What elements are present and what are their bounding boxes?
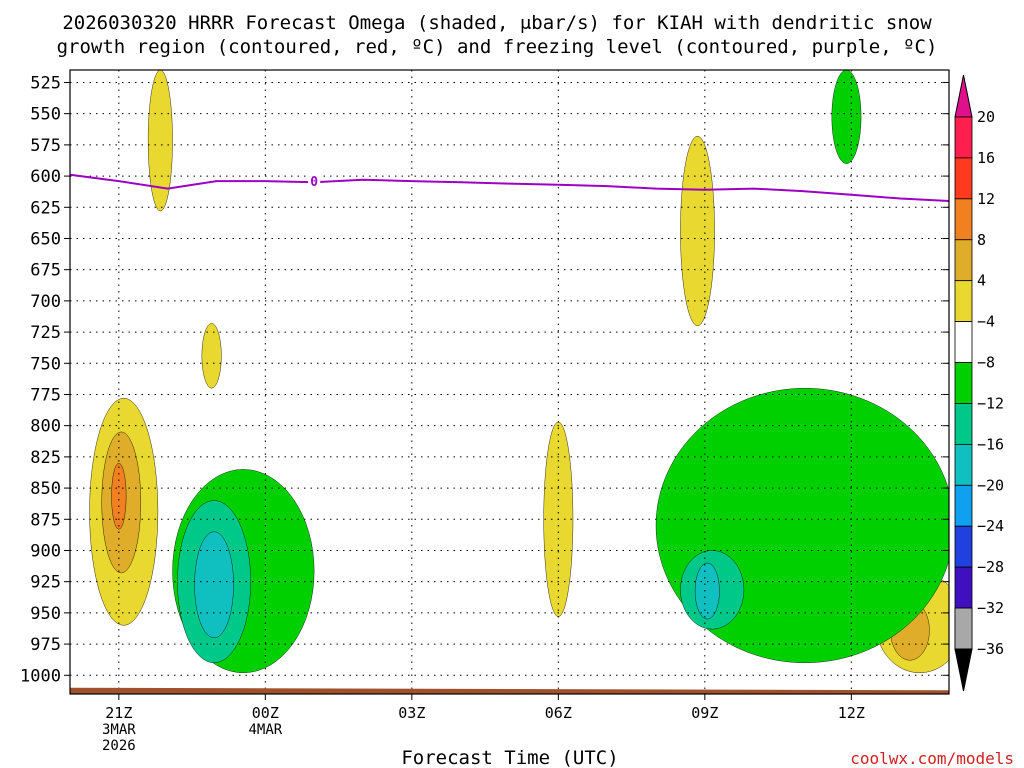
omega-region-15 [694,562,720,620]
y-tick-label: 825 [30,448,61,468]
y-tick-label: 575 [30,136,61,156]
omega-region-1 [147,70,173,212]
colorbar-label: −24 [977,517,1004,535]
colorbar-label: −20 [977,476,1004,494]
x-tick-label: 2026 [102,738,136,754]
colorbar-label: −36 [977,640,1004,658]
colorbar-band-grey [954,607,973,650]
omega-region-16 [831,70,862,164]
colorbar-label: 4 [977,272,986,290]
colorbar-band [954,198,973,241]
x-axis-label: Forecast Time (UTC) [401,747,618,768]
x-tick-label: 21Z [105,704,132,722]
colorbar-label: 8 [977,231,986,249]
colorbar-band [954,525,973,568]
ground-layer [70,687,949,694]
x-tick-label: 09Z [691,704,718,722]
freezing-level-label-bg [308,173,321,190]
plot-area: 0 [69,69,950,695]
x-tick-label: 03Z [398,704,425,722]
y-tick-label: 975 [30,635,61,655]
x-tick-label: 12Z [838,704,865,722]
y-tick-label: 650 [30,229,61,249]
omega-region-5 [111,462,127,530]
y-tick-label: 875 [30,510,61,530]
y-tick-label: 700 [30,292,61,312]
y-tick-label: 950 [30,604,61,624]
x-tick-label: 4MAR [248,722,282,738]
y-tick-label: 850 [30,479,61,499]
y-tick-label: 775 [30,385,61,405]
colorbar-bottom-arrow [954,648,973,692]
y-tick-label: 600 [30,167,61,187]
colorbar-band [954,280,973,323]
colorbar-band [954,566,973,609]
colorbar-band [954,157,973,200]
y-tick-label: 625 [30,198,61,218]
y-tick-label: 750 [30,354,61,374]
colorbar-band [954,362,973,404]
x-tick-label: 3MAR [102,722,136,738]
colorbar-legend: 20 16 12 8 4 −4 −8 −12 −16 −20 −24 −28 −32 −36 [954,74,1004,692]
colorbar-band [954,116,973,159]
freezing-level-contour: 0 [69,173,950,202]
y-tick-label: 525 [30,73,61,93]
colorbar-band [954,403,973,445]
y-tick-label: 1000 [20,666,61,686]
x-tick-label: 00Z [252,704,279,722]
x-tick-label: 06Z [545,704,572,722]
colorbar-label: −4 [977,313,995,331]
ground-fill [70,687,949,694]
chart-title-line-1: 2026030320 HRRR Forecast Omega (shaded, … [62,12,932,34]
y-tick-label: 550 [30,105,61,125]
colorbar-label: −16 [977,435,1004,453]
chart-title-line-2: growth region (contoured, red, ºC) and f… [57,36,938,58]
y-tick-label: 800 [30,417,61,437]
y-axis-ticks: 525 550 575 600 625 650 675 700 725 750 775 800 825 8… [20,73,949,686]
y-tick-label: 675 [30,261,61,281]
freezing-level-line [69,173,950,202]
colorbar-label: 20 [977,108,995,126]
omega-shaded-regions [89,70,949,673]
y-tick-label: 925 [30,573,61,593]
colorbar-label: −28 [977,558,1004,576]
omega-region-12 [194,531,234,639]
colorbar-label: 16 [977,149,995,167]
credit-text: coolwx.com/models [850,749,1014,768]
omega-region-7 [680,135,715,327]
colorbar-band [954,484,973,527]
colorbar-band [954,239,973,282]
grid-lines [70,70,949,694]
freezing-level-label: 0 [310,175,318,190]
colorbar-top-arrow [954,74,973,118]
omega-region-2 [201,323,222,389]
y-tick-label: 900 [30,541,61,561]
plot-frame [69,69,950,695]
colorbar-label: 12 [977,190,995,208]
colorbar-band [954,321,973,363]
colorbar-label: −12 [977,394,1004,412]
colorbar-band [954,443,973,486]
colorbar-label: −8 [977,354,995,372]
y-tick-label: 725 [30,323,61,343]
colorbar-label: −32 [977,599,1004,617]
